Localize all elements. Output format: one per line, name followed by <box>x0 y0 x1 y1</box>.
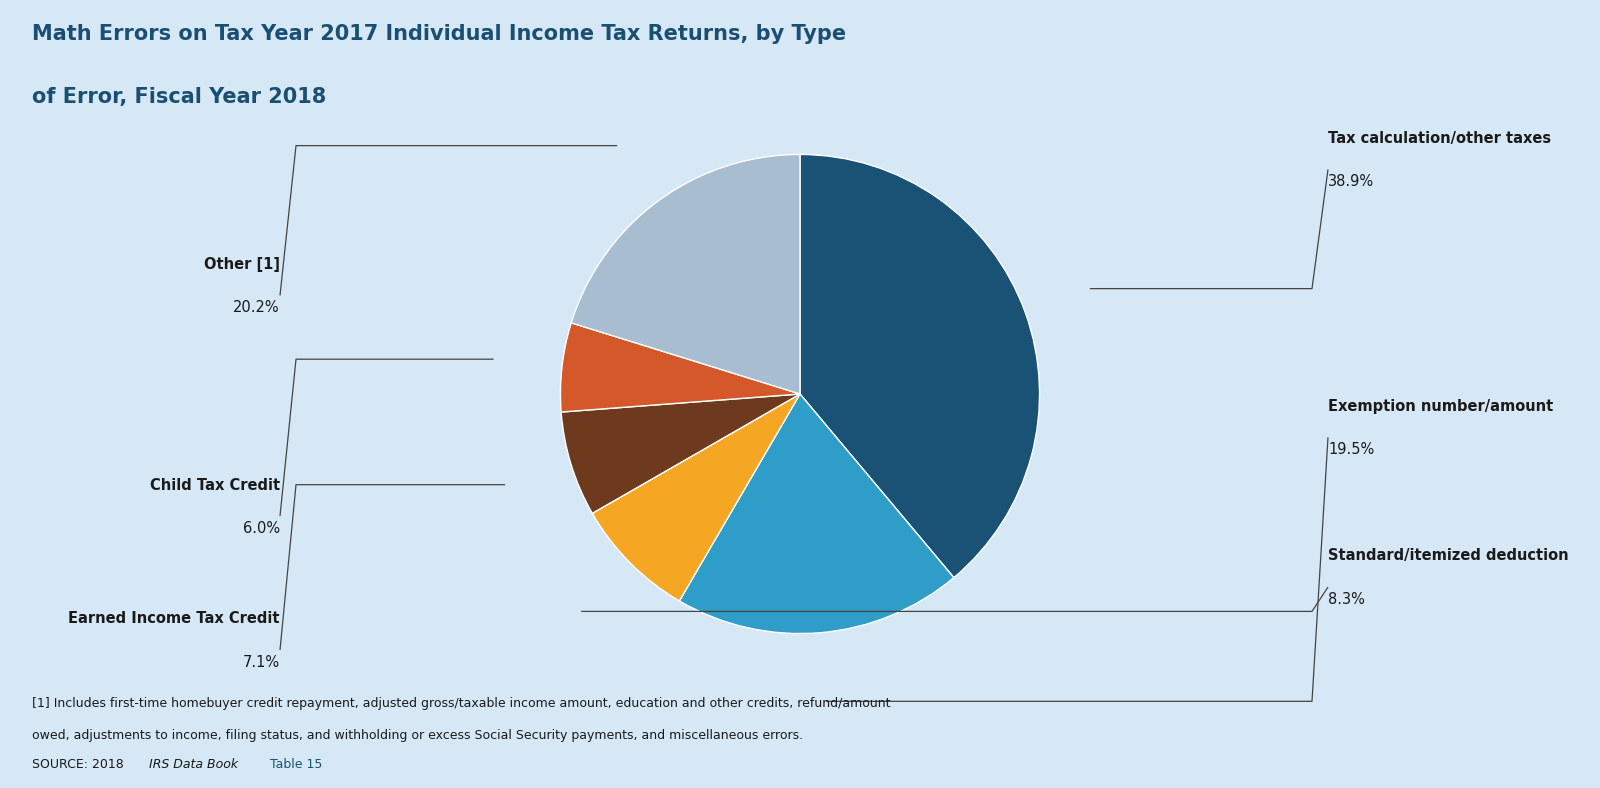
Text: 6.0%: 6.0% <box>243 521 280 536</box>
Wedge shape <box>571 154 800 394</box>
Text: 8.3%: 8.3% <box>1328 592 1365 607</box>
Wedge shape <box>592 394 800 601</box>
Text: 20.2%: 20.2% <box>234 300 280 315</box>
Text: SOURCE: 2018: SOURCE: 2018 <box>32 758 128 771</box>
Text: [1] Includes first-time homebuyer credit repayment, adjusted gross/taxable incom: [1] Includes first-time homebuyer credit… <box>32 697 891 710</box>
Text: Exemption number/amount: Exemption number/amount <box>1328 399 1554 414</box>
Text: owed, adjustments to income, filing status, and withholding or excess Social Sec: owed, adjustments to income, filing stat… <box>32 729 803 742</box>
Text: 7.1%: 7.1% <box>243 655 280 670</box>
Text: of Error, Fiscal Year 2018: of Error, Fiscal Year 2018 <box>32 87 326 106</box>
Text: Math Errors on Tax Year 2017 Individual Income Tax Returns, by Type: Math Errors on Tax Year 2017 Individual … <box>32 24 846 43</box>
Wedge shape <box>680 394 954 634</box>
Wedge shape <box>800 154 1040 578</box>
Text: 38.9%: 38.9% <box>1328 174 1374 189</box>
Text: Standard/itemized deduction: Standard/itemized deduction <box>1328 548 1568 563</box>
Text: IRS Data Book: IRS Data Book <box>149 758 238 771</box>
Text: Tax calculation/other taxes: Tax calculation/other taxes <box>1328 131 1550 146</box>
Text: Earned Income Tax Credit: Earned Income Tax Credit <box>69 611 280 626</box>
Text: Other [1]: Other [1] <box>205 257 280 272</box>
Text: 19.5%: 19.5% <box>1328 442 1374 457</box>
Text: Child Tax Credit: Child Tax Credit <box>150 478 280 492</box>
Wedge shape <box>562 394 800 513</box>
Wedge shape <box>560 323 800 412</box>
Text: Table 15: Table 15 <box>266 758 322 771</box>
